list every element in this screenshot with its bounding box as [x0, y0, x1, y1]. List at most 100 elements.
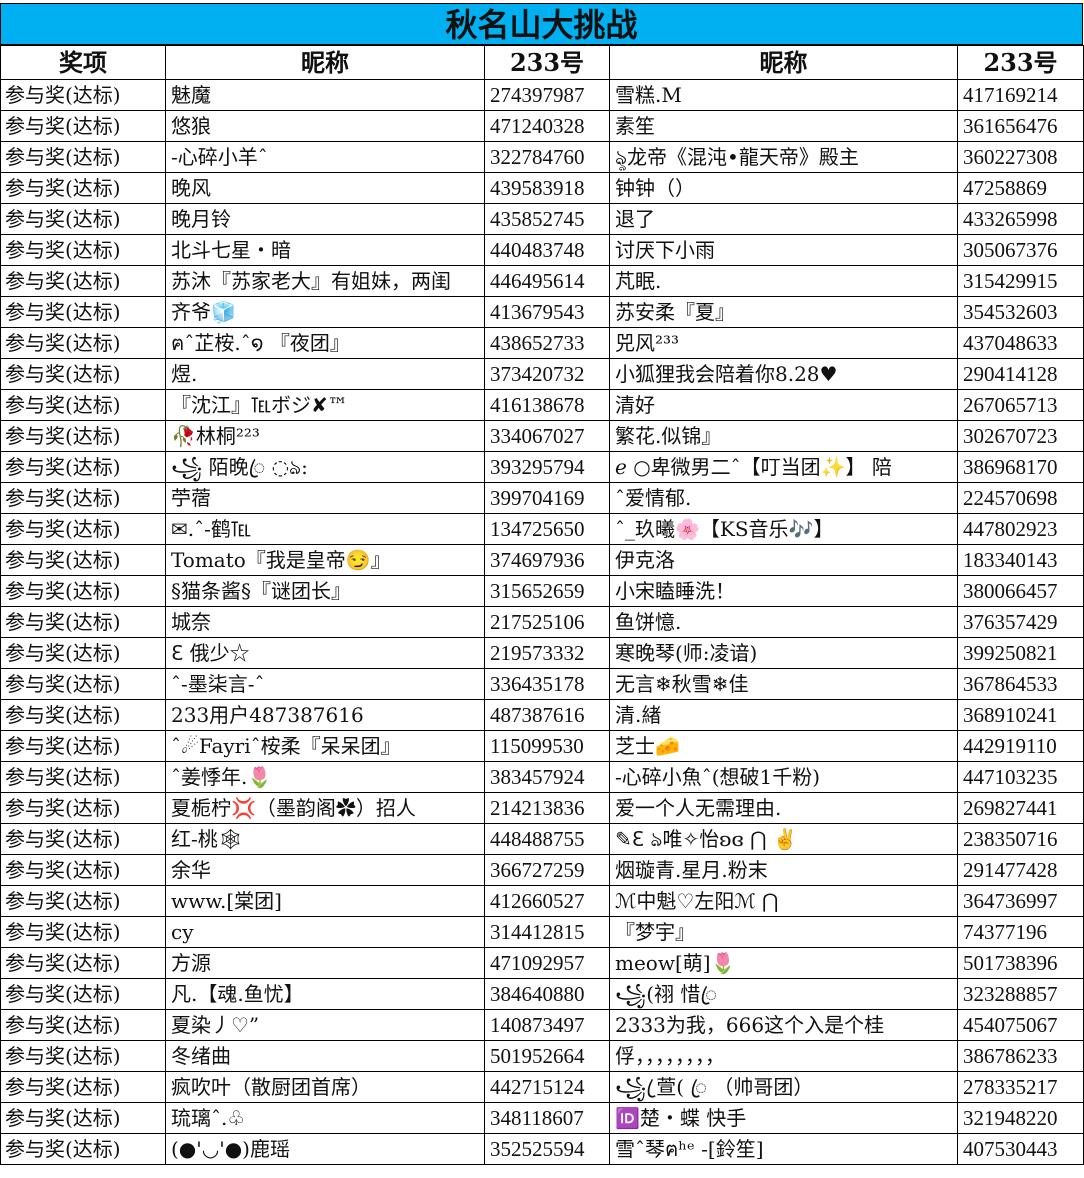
table-row: 参与奖(达标) 凡.【魂.鱼忧】 384640880 ꧁(祤 惜ꦿ 323288857 — [0, 978, 1084, 1010]
table-row: 参与奖(达标) ꧁ 陌晚ꦿ ◌ঌ: 393295794 ℯ ○卑微男二ˆ【叮当团✨】 … — [0, 451, 1084, 483]
nickname-cell: 素笙 — [609, 110, 958, 142]
id-cell: 334067027 — [484, 420, 610, 452]
id-cell: 440483748 — [484, 234, 610, 266]
nickname-cell: 北斗七星・暗 — [165, 234, 485, 266]
award-cell: 参与奖(达标) — [0, 513, 166, 545]
id-cell: 412660527 — [484, 885, 610, 917]
table-row: 参与奖(达标) ✉.ˆ-鹤℡ 134725650 ˆ_玖曦🌸【KS音乐🎶】 447802… — [0, 513, 1084, 545]
id-cell: 305067376 — [957, 234, 1084, 266]
table-row: 参与奖(达标) 『沈江』℡ボジ✘™ 416138678 清好 267065713 — [0, 389, 1084, 421]
header-row: 奖项 昵称 233号 昵称 233号 — [0, 45, 1084, 80]
nickname-cell: ℇ 俄少☆ — [165, 637, 485, 669]
id-cell: 74377196 — [957, 916, 1084, 948]
award-cell: 参与奖(达标) — [0, 854, 166, 886]
id-cell: 433265998 — [957, 203, 1084, 235]
award-cell: 参与奖(达标) — [0, 327, 166, 359]
nickname-cell: 鱼饼憶. — [609, 606, 958, 638]
nickname-cell: 红-桃🕸 — [165, 823, 485, 855]
nickname-cell: ꧁ 陌晚ꦿ ◌ঌ: — [165, 451, 485, 483]
table-row: 参与奖(达标) 琉璃ˆ.♧ 348118607 🆔楚・蝶 快手 321948220 — [0, 1102, 1084, 1134]
spreadsheet: 秋名山大挑战 奖项 昵称 233号 昵称 233号 参与奖(达标) 魅魔 27439… — [0, 3, 1084, 1165]
nickname-cell: 无言❄秋雪❄佳 — [609, 668, 958, 700]
nickname-cell: ✉.ˆ-鹤℡ — [165, 513, 485, 545]
id-cell: 373420732 — [484, 358, 610, 390]
nickname-cell: 钟钟（） — [609, 172, 958, 204]
id-cell: 471240328 — [484, 110, 610, 142]
nickname-cell: 魅魔 — [165, 79, 485, 111]
id-cell: 383457924 — [484, 761, 610, 793]
award-cell: 参与奖(达标) — [0, 389, 166, 421]
id-cell: 413679543 — [484, 296, 610, 328]
id-cell: 224570698 — [957, 482, 1084, 514]
id-cell: 367864533 — [957, 668, 1084, 700]
table-row: 参与奖(达标) ˆ姜悸年.🌷 383457924 -心碎小魚ˆ(想破1千粉) 44710… — [0, 761, 1084, 793]
id-cell: 386786233 — [957, 1040, 1084, 1072]
nickname-cell: 晚风 — [165, 172, 485, 204]
nickname-cell: 方源 — [165, 947, 485, 979]
nickname-cell: 🥀林桐²²³ — [165, 420, 485, 452]
id-cell: 336435178 — [484, 668, 610, 700]
nickname-cell: 苏安柔『夏』 — [609, 296, 958, 328]
table-row: 参与奖(达标) 城奈 217525106 鱼饼憶. 376357429 — [0, 606, 1084, 638]
nickname-cell: ℳ中魁♡左阳ℳ ⋂ — [609, 885, 958, 917]
table-row: 参与奖(达标) 🥀林桐²²³ 334067027 繁花.似锦』 302670723 — [0, 420, 1084, 452]
id-cell: 399704169 — [484, 482, 610, 514]
nickname-cell: 余华 — [165, 854, 485, 886]
nickname-cell: 🆔楚・蝶 快手 — [609, 1102, 958, 1134]
header-nickname-2: 昵称 — [609, 45, 958, 80]
nickname-cell: ꧁ ꦿ萱( ꦿ （帅哥团） — [609, 1071, 958, 1103]
nickname-cell: ˆ姜悸年.🌷 — [165, 761, 485, 793]
id-cell: 416138678 — [484, 389, 610, 421]
table-row: 参与奖(达标) 煜. 373420732 小狐狸我会陪着你8.28♥ 290414128 — [0, 358, 1084, 390]
table-row: 参与奖(达标) 余华 366727259 烟璇青.星月.粉末 291477428 — [0, 854, 1084, 886]
table-row: 参与奖(达标) 晚风 439583918 钟钟（） 47258869 — [0, 172, 1084, 204]
award-cell: 参与奖(达标) — [0, 1040, 166, 1072]
id-cell: 183340143 — [957, 544, 1084, 576]
id-cell: 442715124 — [484, 1071, 610, 1103]
table-row: 参与奖(达标) ˆ-墨柒言-ˆ 336435178 无言❄秋雪❄佳 367864533 — [0, 668, 1084, 700]
id-cell: 438652733 — [484, 327, 610, 359]
nickname-cell: ˆ爱情郁. — [609, 482, 958, 514]
award-cell: 参与奖(达标) — [0, 1009, 166, 1041]
table-row: 参与奖(达标) 苏沐『苏家老大』有姐妹，两闺 446495614 芃眠. 3154299… — [0, 265, 1084, 297]
nickname-cell: 夏染丿♡” — [165, 1009, 485, 1041]
award-cell: 参与奖(达标) — [0, 1133, 166, 1165]
id-cell: 134725650 — [484, 513, 610, 545]
award-cell: 参与奖(达标) — [0, 606, 166, 638]
nickname-cell: 琉璃ˆ.♧ — [165, 1102, 485, 1134]
header-nickname-1: 昵称 — [165, 45, 485, 80]
id-cell: 399250821 — [957, 637, 1084, 669]
nickname-cell: 伊克洛 — [609, 544, 958, 576]
table-row: 参与奖(达标) ˆ☄Fayriˆ桉柔『呆呆团』 115099530 芝士🧀 442919… — [0, 730, 1084, 762]
id-cell: 374697936 — [484, 544, 610, 576]
id-cell: 269827441 — [957, 792, 1084, 824]
nickname-cell: ˆ_玖曦🌸【KS音乐🎶】 — [609, 513, 958, 545]
nickname-cell: 2333为我，666这个入是个桂 — [609, 1009, 958, 1041]
id-cell: 393295794 — [484, 451, 610, 483]
nickname-cell: 繁花.似锦』 — [609, 420, 958, 452]
nickname-cell: 233用户487387616 — [165, 699, 485, 731]
award-cell: 参与奖(达标) — [0, 947, 166, 979]
id-cell: 348118607 — [484, 1102, 610, 1134]
id-cell: 315652659 — [484, 575, 610, 607]
header-id-2: 233号 — [957, 45, 1084, 80]
nickname-cell: ℯ ○卑微男二ˆ【叮当团✨】 陪 — [609, 451, 958, 483]
table-row: 参与奖(达标) 233用户487387616 487387616 清.緖 3689102… — [0, 699, 1084, 731]
id-cell: 448488755 — [484, 823, 610, 855]
nickname-cell: §猫条酱§『谜团长』 — [165, 575, 485, 607]
table-row: 参与奖(达标) 冬绪曲 501952664 俘，，，，，，，， 386786233 — [0, 1040, 1084, 1072]
table-row: 参与奖(达标) 北斗七星・暗 440483748 讨厌下小雨 305067376 — [0, 234, 1084, 266]
table-row: 参与奖(达标) Tomato『我是皇帝😏』 374697936 伊克洛 18334014… — [0, 544, 1084, 576]
table-row: 参与奖(达标) cy 314412815 『梦宇』 74377196 — [0, 916, 1084, 948]
nickname-cell: 冬绪曲 — [165, 1040, 485, 1072]
nickname-cell: 寒晚琴(师:凌谙) — [609, 637, 958, 669]
table-row: 参与奖(达标) 疯吹叶（散厨团首席） 442715124 ꧁ ꦿ萱( ꦿ （帅哥团） 2… — [0, 1071, 1084, 1103]
id-cell: 384640880 — [484, 978, 610, 1010]
id-cell: 447802923 — [957, 513, 1084, 545]
award-cell: 参与奖(达标) — [0, 265, 166, 297]
award-cell: 参与奖(达标) — [0, 1071, 166, 1103]
award-cell: 参与奖(达标) — [0, 823, 166, 855]
nickname-cell: ৡ龙帝《混沌•龍天帝》殿主 — [609, 141, 958, 173]
table-row: 参与奖(达标) 悠狼 471240328 素笙 361656476 — [0, 110, 1084, 142]
id-cell: 47258869 — [957, 172, 1084, 204]
